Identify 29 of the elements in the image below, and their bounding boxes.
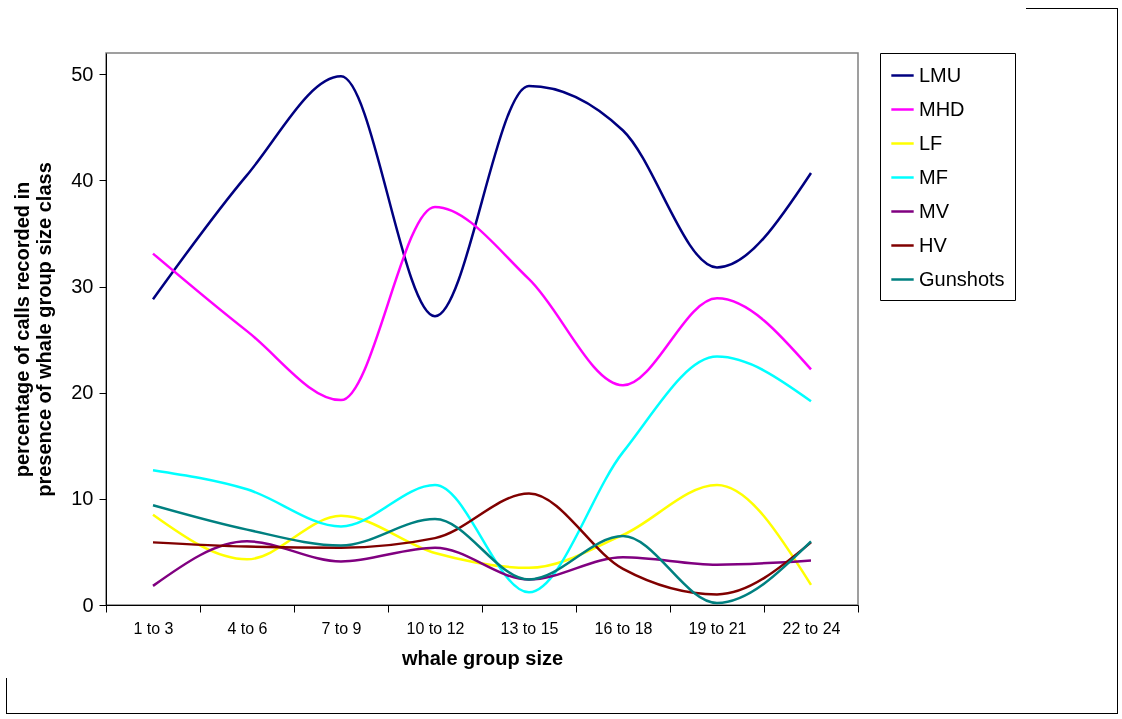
line-series [151,355,813,594]
y-tick-label: 20 [71,381,94,404]
x-axis-title: whale group size [400,646,564,669]
legend-label: LMU [919,63,962,86]
y-tick-label: 50 [71,62,94,85]
x-tick-label: 10 to 12 [406,619,465,637]
legend-label: HV [919,233,948,256]
x-tick-label: 19 to 21 [688,619,747,637]
x-tick-label: 4 to 6 [227,619,268,637]
x-tick-label: 1 to 3 [133,619,174,637]
x-tick-label: 7 to 9 [321,619,362,637]
y-tick-label: 10 [71,487,94,510]
y-tick-label: 0 [82,593,94,616]
line-series [151,503,813,605]
y-tick-label: 40 [71,168,94,191]
legend-label: MHD [919,97,965,120]
x-tick-label: 22 to 24 [782,619,841,637]
line-series [151,75,813,318]
y-tick-label: 30 [71,275,94,298]
x-tick-label: 13 to 15 [500,619,559,637]
y-axis-title: percentage of calls recorded in presence of whale group size class [11,162,56,497]
legend-label: LF [919,131,943,154]
legend-label: Gunshots [919,267,1005,290]
line-series [151,492,813,596]
line-series [151,540,813,588]
line-series [151,205,813,402]
legend-label: MV [919,199,950,222]
legend-label: MF [919,165,948,188]
x-tick-label: 16 to 18 [594,619,653,637]
